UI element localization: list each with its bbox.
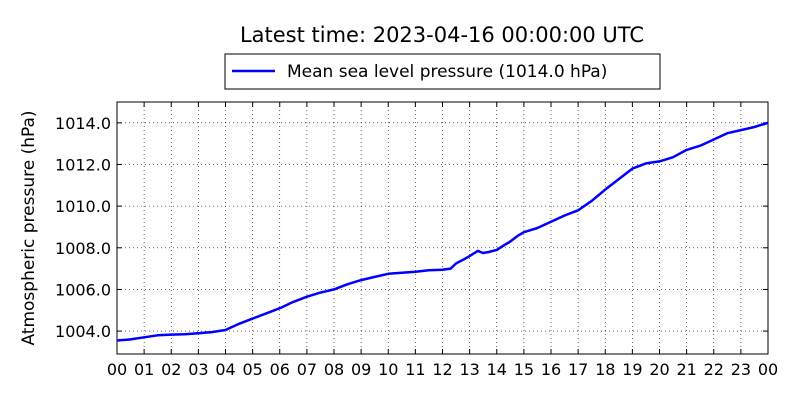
y-tick-labels: 1004.0 1006.0 1008.0 1010.0 1012.0 1014.0: [55, 114, 111, 341]
series-layer: [116, 121, 769, 342]
series-line-mean-sea-level-pressure: [116, 121, 769, 342]
plot-area-frame: [116, 101, 769, 355]
x-tick-label: 20: [649, 360, 669, 379]
x-tick-label: 14: [487, 360, 507, 379]
x-tick-label: 07: [297, 360, 317, 379]
legend-box: [224, 53, 661, 90]
x-tick-label: 13: [459, 360, 479, 379]
x-tick-label: 15: [514, 360, 534, 379]
x-tick-label: 00: [107, 360, 127, 379]
x-tick-label: 11: [405, 360, 425, 379]
x-tick-label: 19: [622, 360, 642, 379]
x-tick-label: 04: [215, 360, 235, 379]
x-tick-label: 16: [541, 360, 561, 379]
chart-title: Latest time: 2023-04-16 00:00:00 UTC: [240, 23, 644, 47]
x-tick-label: 01: [134, 360, 154, 379]
x-tick-label: 09: [351, 360, 371, 379]
x-tick-label: 17: [568, 360, 588, 379]
grid: [117, 102, 768, 354]
y-tick-label: 1014.0: [55, 114, 111, 133]
legend-label: Mean sea level pressure (1014.0 hPa): [287, 62, 607, 82]
ticks: [116, 102, 769, 354]
x-tick-label: 12: [432, 360, 452, 379]
y-axis-label: Atmospheric pressure (hPa): [19, 110, 39, 345]
y-tick-label: 1004.0: [55, 322, 111, 341]
x-tick-label: 23: [731, 360, 751, 379]
y-tick-label: 1006.0: [55, 280, 111, 299]
x-tick-label: 06: [270, 360, 290, 379]
y-tick-label: 1010.0: [55, 197, 111, 216]
x-tick-label: 10: [378, 360, 398, 379]
x-tick-label: 08: [324, 360, 344, 379]
x-tick-label: 22: [704, 360, 724, 379]
x-tick-labels: 00 01 02 03 04 05 06 07 08 09 10 11 12 13 14 15 16 17 18 19…: [107, 360, 778, 379]
y-tick-label: 1008.0: [55, 239, 111, 258]
x-tick-label: 00: [758, 360, 778, 379]
x-tick-label: 03: [188, 360, 208, 379]
x-tick-label: 02: [161, 360, 181, 379]
y-tick-label: 1012.0: [55, 155, 111, 174]
x-tick-label: 21: [676, 360, 696, 379]
legend: Mean sea level pressure (1014.0 hPa): [224, 53, 661, 90]
x-tick-label: 05: [242, 360, 262, 379]
x-tick-label: 18: [595, 360, 615, 379]
